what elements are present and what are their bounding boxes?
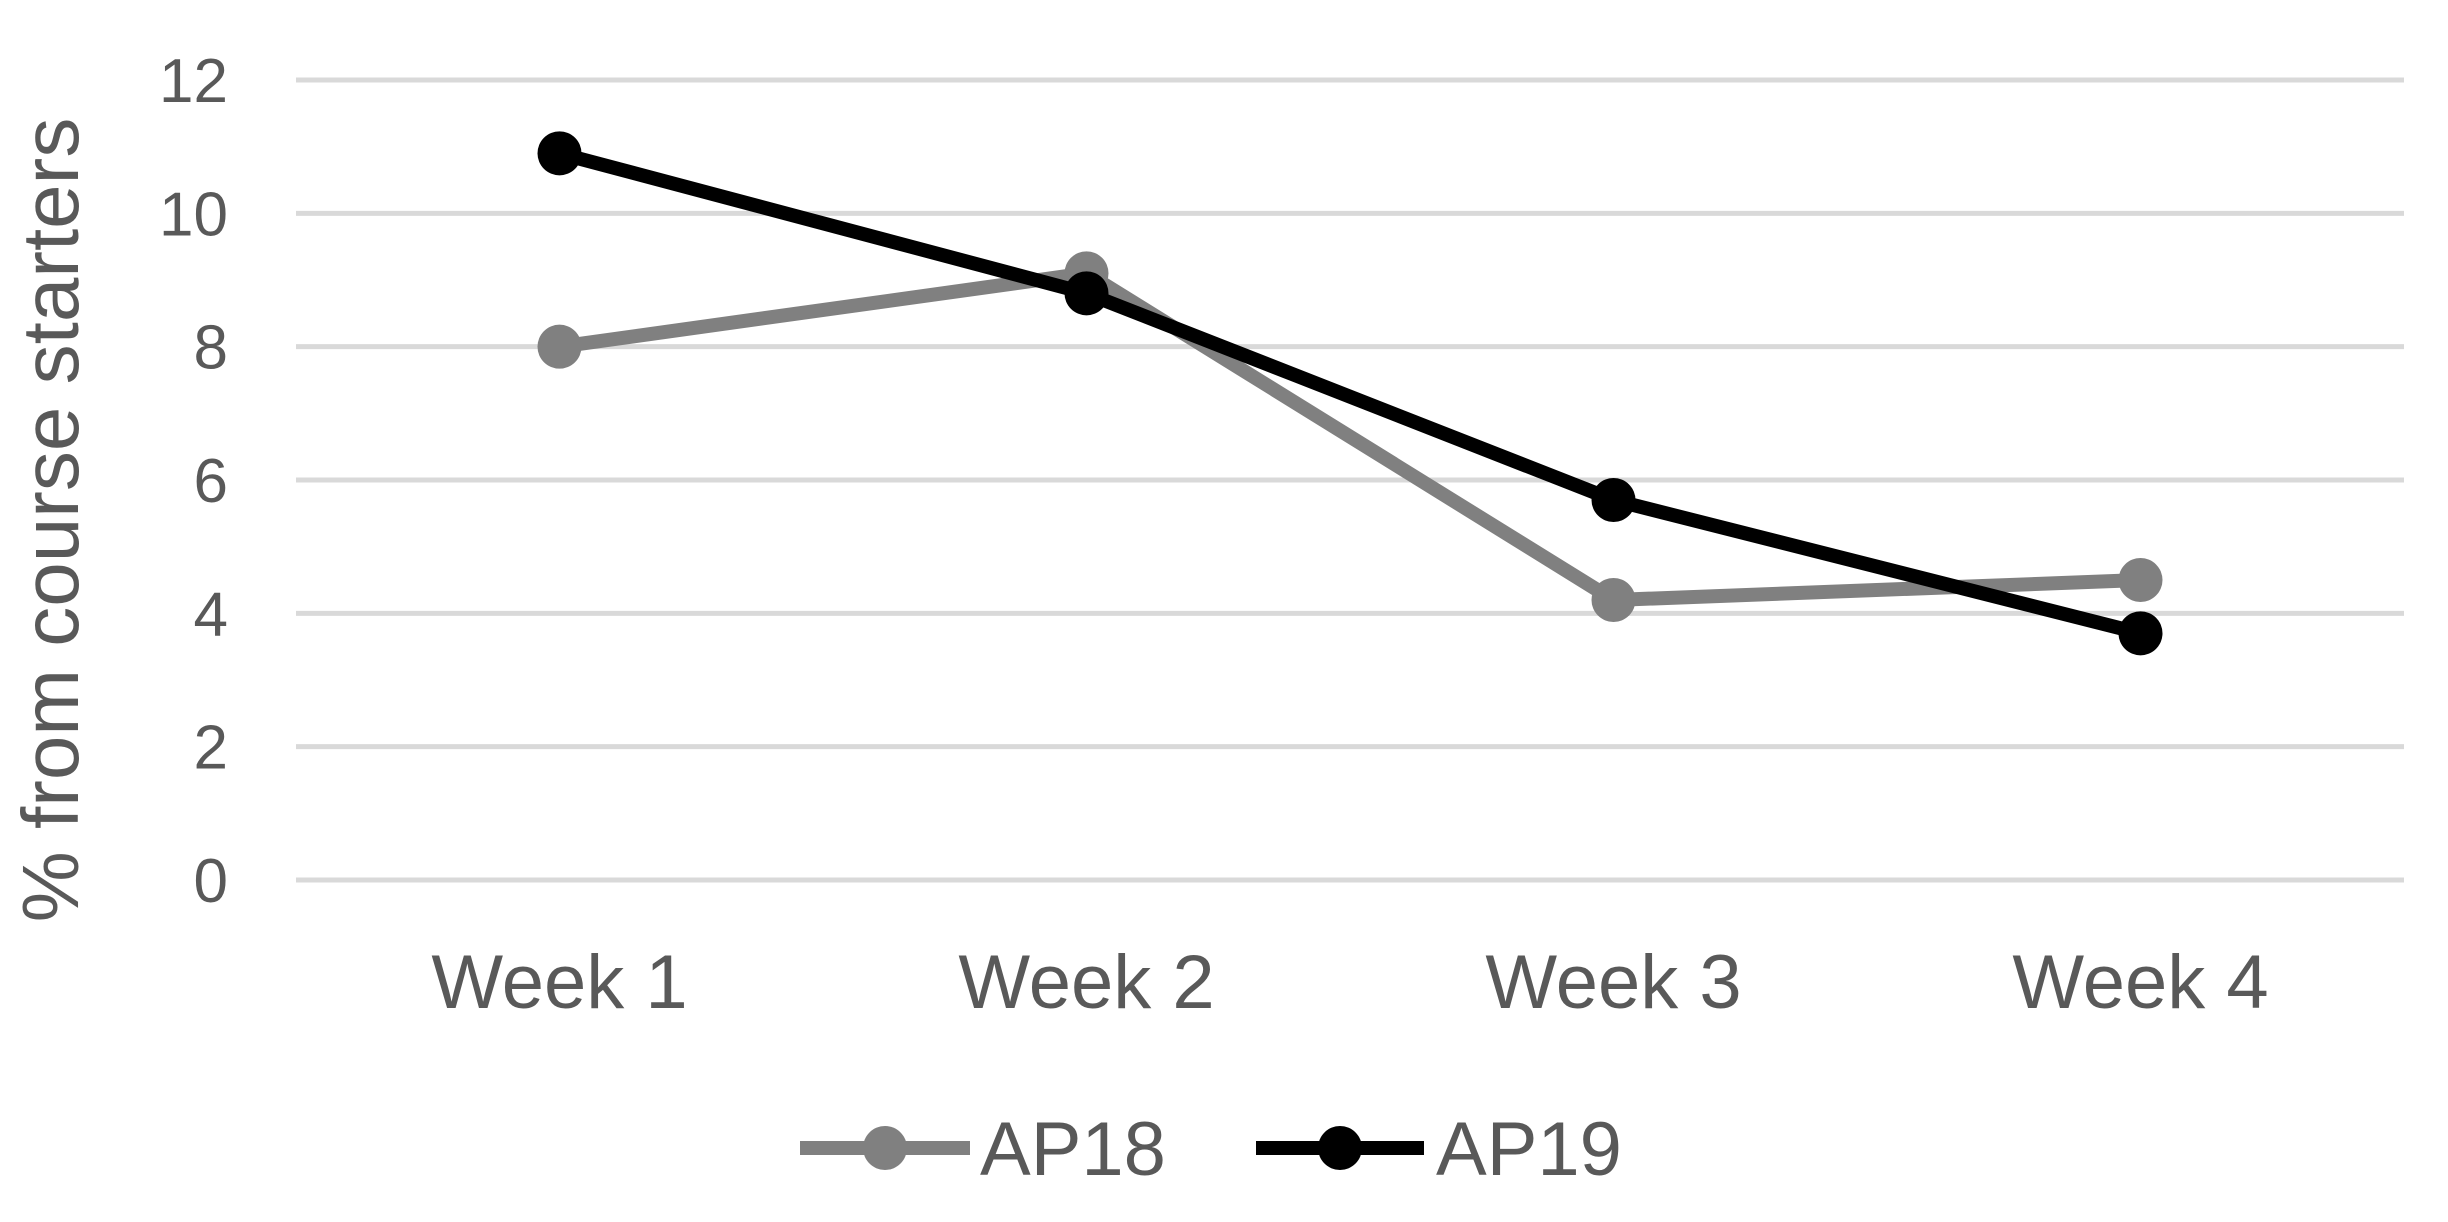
y-tick-label: 6 — [194, 447, 228, 516]
y-tick-label: 10 — [159, 180, 228, 249]
gridlines — [296, 77, 2404, 883]
data-point — [2118, 558, 2163, 602]
series — [537, 131, 2163, 656]
legend: AP18 AP19 — [800, 1107, 1622, 1192]
legend-item-ap19: AP19 — [1256, 1107, 1622, 1192]
series-line — [558, 266, 2141, 607]
x-axis-ticks: Week 1 Week 2 Week 3 Week 4 — [431, 940, 2268, 1025]
y-tick-label: 2 — [194, 714, 228, 783]
legend-swatch-marker — [1318, 1126, 1362, 1170]
legend-swatch-marker — [863, 1126, 907, 1170]
y-tick-label: 12 — [159, 47, 228, 116]
x-tick-label: Week 1 — [431, 940, 687, 1025]
y-tick-label: 4 — [194, 580, 228, 649]
legend-label: AP19 — [1436, 1107, 1622, 1192]
y-tick-label: 8 — [194, 314, 228, 383]
data-point — [1591, 578, 1636, 622]
y-tick-label: 0 — [194, 847, 228, 916]
series-line — [557, 146, 2143, 641]
data-point — [2118, 611, 2163, 656]
data-point — [537, 324, 582, 369]
x-tick-label: Week 3 — [1485, 940, 1741, 1025]
data-point — [1064, 271, 1109, 316]
y-axis-title: % from course starters — [6, 118, 95, 923]
data-point — [1591, 478, 1636, 522]
series-ap19 — [537, 131, 2163, 656]
legend-item-ap18: AP18 — [800, 1107, 1166, 1192]
legend-label: AP18 — [980, 1107, 1166, 1192]
series-ap18 — [537, 251, 2163, 622]
x-tick-label: Week 2 — [958, 940, 1214, 1025]
y-axis-ticks: 0 2 4 6 8 10 12 — [159, 47, 228, 916]
data-point — [537, 131, 582, 176]
x-tick-label: Week 4 — [2012, 940, 2268, 1025]
